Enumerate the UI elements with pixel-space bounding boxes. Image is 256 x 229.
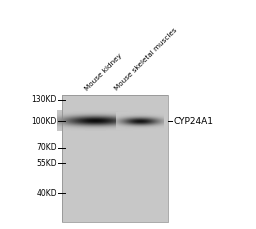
Text: 130KD: 130KD [32,95,57,104]
Text: Mouse kidney: Mouse kidney [84,52,123,92]
Text: 100KD: 100KD [32,117,57,125]
Bar [62,95,168,222]
Text: 70KD: 70KD [36,144,57,153]
Text: CYP24A1: CYP24A1 [173,117,213,125]
Text: 40KD: 40KD [36,188,57,197]
Text: Mouse skeletal muscles: Mouse skeletal muscles [114,27,178,92]
Text: 55KD: 55KD [36,158,57,167]
